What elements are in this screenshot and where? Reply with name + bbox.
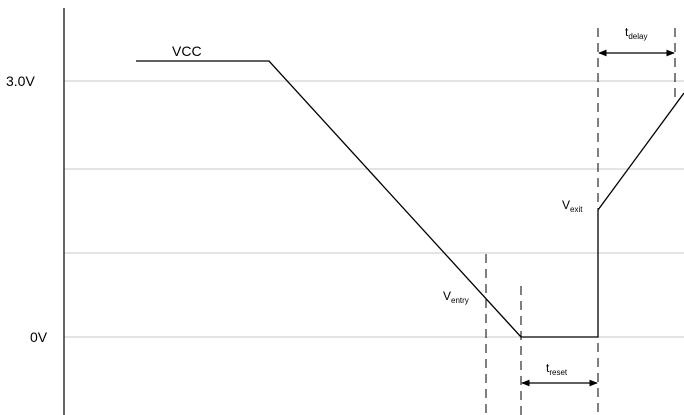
t-delay-sub: delay (628, 32, 647, 41)
t-reset-main: t (546, 361, 550, 375)
v-exit-label: Vexit (562, 198, 583, 214)
t-delay-main: t (625, 25, 629, 39)
v-exit-sub: exit (570, 205, 583, 214)
v-entry-label: Ventry (443, 289, 469, 305)
v-entry-sub: entry (451, 296, 469, 305)
y-label-0v: 0V (30, 329, 48, 345)
vcc-waveform (136, 60, 684, 338)
dashed-markers (485, 28, 676, 415)
y-label-3v: 3.0V (6, 73, 35, 89)
vcc-label: VCC (172, 43, 202, 59)
t-delay-label: tdelay (625, 25, 647, 41)
v-exit-main: V (562, 198, 570, 212)
t-reset-sub: reset (549, 368, 568, 377)
v-entry-main: V (443, 289, 451, 303)
grid-lines (64, 80, 684, 338)
t-reset-label: treset (546, 361, 568, 377)
